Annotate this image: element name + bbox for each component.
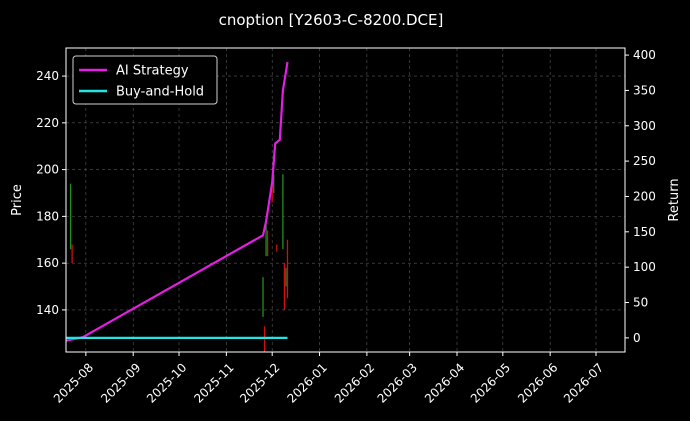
x-tick-label: 2026-07 (561, 360, 606, 405)
y-right-tick-label: 50 (633, 296, 648, 310)
x-tick-label: 2026-03 (375, 360, 420, 405)
y-left-tick-label: 240 (36, 69, 59, 83)
candlesticks (69, 174, 289, 352)
y-axis-left-title: Price (10, 184, 25, 216)
y-right-tick-label: 250 (633, 154, 656, 168)
x-tick-label: 2026-06 (515, 360, 560, 405)
y-right-tick-label: 300 (633, 119, 656, 133)
legend-label: Buy-and-Hold (116, 85, 204, 100)
y-left-tick-label: 220 (36, 116, 59, 130)
y-right-tick-label: 100 (633, 260, 656, 274)
y-left-tick-label: 160 (36, 256, 59, 270)
legend-label: AI Strategy (116, 64, 189, 79)
y-left-tick-label: 200 (36, 163, 59, 177)
x-tick-label: 2025-12 (237, 360, 282, 405)
plot-frame (65, 47, 626, 353)
y-axis-right-title: Return (667, 178, 682, 221)
y-axis-right: 0 50 100 150 200 250 300 350 400 (625, 48, 656, 345)
x-tick-label: 2025-08 (51, 360, 96, 405)
x-tick-label: 2026-04 (422, 360, 467, 405)
series-lines (65, 61, 289, 342)
series-line (65, 61, 289, 342)
x-tick-label: 2025-09 (98, 360, 143, 405)
x-axis: 2025-08 2025-09 2025-10 2025-11 2025-12 2026-… (51, 352, 606, 406)
y-right-tick-label: 350 (633, 83, 656, 97)
legend: AI Strategy Buy-and-Hold (72, 55, 218, 105)
legend-box (72, 55, 218, 105)
y-left-tick-label: 140 (36, 303, 59, 317)
y-left-tick-label: 180 (36, 209, 59, 223)
y-right-tick-label: 400 (633, 48, 656, 62)
x-tick-label: 2026-02 (332, 360, 377, 405)
y-right-tick-label: 0 (633, 331, 641, 345)
x-tick-label: 2025-11 (191, 360, 236, 405)
x-tick-label: 2026-01 (285, 360, 330, 405)
chart-title: cnoption [Y2603-C-8200.DCE] (219, 11, 444, 29)
x-tick-label: 2025-10 (144, 360, 189, 405)
y-right-tick-label: 150 (633, 225, 656, 239)
y-axis-left: 140 160 180 200 220 240 (36, 69, 66, 317)
x-tick-label: 2026-05 (468, 360, 513, 405)
y-right-tick-label: 200 (633, 189, 656, 203)
